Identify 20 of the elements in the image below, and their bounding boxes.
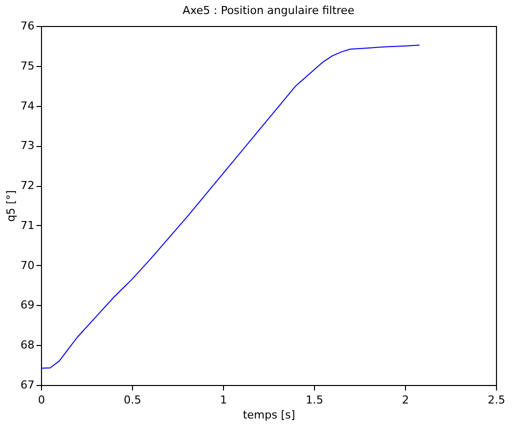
y-axis-title: q5 [°] <box>4 190 18 222</box>
x-tick-label: 2 <box>402 394 409 406</box>
y-tick-label: 74 <box>20 99 34 112</box>
y-tick-label: 70 <box>20 258 34 272</box>
x-tick-label: 0 <box>38 394 45 406</box>
chart-title: Axe5 : Position angulaire filtree <box>182 4 355 17</box>
line-series <box>41 44 420 369</box>
y-tick-label: 76 <box>20 20 34 32</box>
x-tick-label: 1.5 <box>306 394 324 406</box>
y-tick-label: 72 <box>20 179 34 192</box>
x-tick-label: 2.5 <box>488 394 506 406</box>
y-tick-label: 68 <box>20 338 34 352</box>
y-tick-label: 69 <box>20 298 34 312</box>
x-tick-label: 0.5 <box>124 394 142 406</box>
y-tick-label: 67 <box>20 378 34 392</box>
x-tick-label: 1 <box>220 394 227 406</box>
y-tick-label: 71 <box>20 218 34 232</box>
x-axis-title: temps [s] <box>242 408 296 422</box>
y-tick-label: 75 <box>20 59 34 72</box>
y-tick-label: 73 <box>20 139 34 152</box>
